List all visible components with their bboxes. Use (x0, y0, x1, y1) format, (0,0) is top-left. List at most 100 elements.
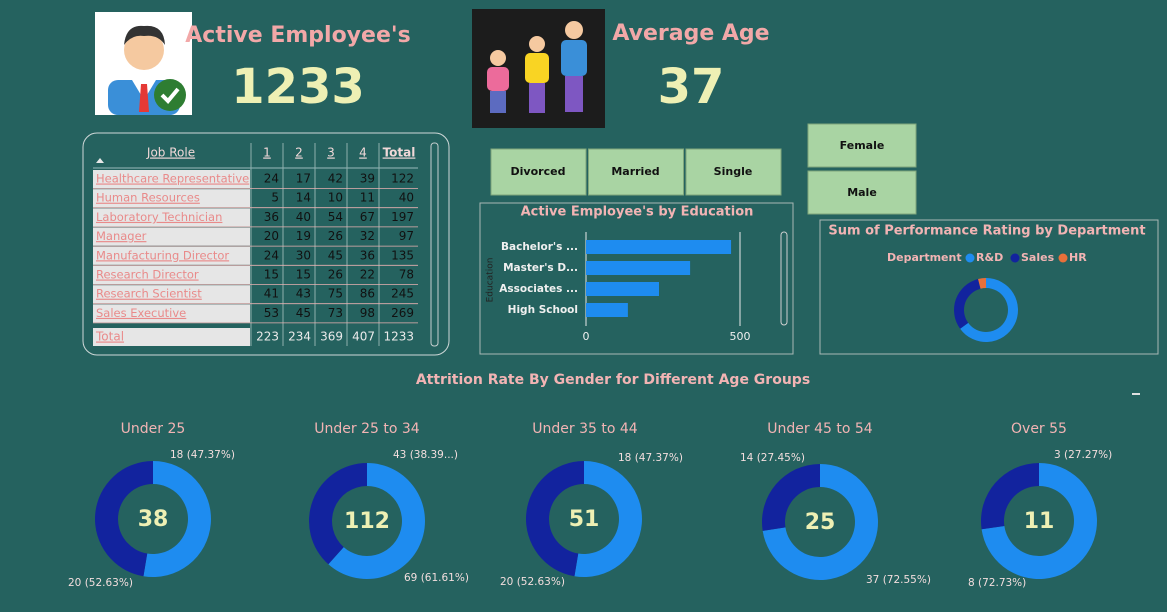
cell: 22 (360, 268, 375, 282)
donut-segment (762, 463, 879, 581)
cell: 19 (296, 229, 311, 243)
cell: 20 (264, 229, 279, 243)
chart-title: Sum of Performance Rating by Department (828, 224, 1145, 239)
chart-panel (479, 202, 794, 355)
donut-segment (978, 278, 986, 289)
donut-segment (574, 461, 642, 577)
total-cell: 1233 (383, 330, 414, 344)
donut-segment (94, 461, 153, 577)
row-header: Human Resources (96, 191, 200, 205)
chart-title: Active Employee's by Education (521, 205, 754, 220)
cell: 15 (296, 268, 311, 282)
slicer-button[interactable] (490, 148, 587, 196)
legend-label: Sales (1021, 251, 1055, 264)
data-label: 20 (52.63%) (68, 577, 133, 589)
donut-total: 25 (805, 510, 836, 535)
bar (586, 282, 659, 296)
slicer-label: Divorced (511, 165, 566, 178)
row-header: Manufacturing Director (96, 248, 229, 262)
donut-segment (762, 464, 820, 531)
cell: 32 (360, 229, 375, 243)
data-label: 43 (38.39...) (393, 449, 458, 461)
slicer-button[interactable] (685, 148, 782, 196)
kpi-value: 37 (658, 59, 725, 115)
row-header-cell (93, 208, 250, 227)
row-header-cell (93, 304, 250, 323)
kpi-label: Active Employee's (185, 23, 410, 48)
donut-total: 51 (569, 507, 600, 532)
column-header: Total (383, 146, 416, 160)
cell: 86 (360, 287, 375, 301)
table-panel (82, 132, 450, 356)
donut-total: 38 (138, 507, 169, 532)
cell: 45 (296, 306, 311, 320)
employee-icon (95, 12, 192, 115)
row-header: Sales Executive (96, 306, 186, 320)
total-cell: 223 (256, 330, 279, 344)
data-label: 14 (27.45%) (740, 452, 805, 464)
total-cell: 407 (352, 330, 375, 344)
row-header-cell (93, 246, 250, 265)
row-header-cell (93, 266, 250, 284)
cell: 36 (360, 248, 375, 262)
data-label: 18 (47.37%) (618, 452, 683, 464)
y-tick-label: High School (508, 304, 578, 316)
legend-title: Department (887, 251, 962, 264)
donut-segment (980, 463, 1039, 530)
cell: 17 (296, 172, 311, 186)
cell: 40 (399, 191, 414, 205)
slicer-button[interactable] (807, 123, 917, 168)
row-header-cell (93, 170, 250, 188)
donut-segment (143, 461, 211, 577)
row-header-cell (93, 328, 250, 346)
column-header: Job Role (146, 146, 195, 160)
donut-segment (308, 463, 367, 565)
cell: 10 (328, 191, 343, 205)
column-header: 1 (263, 146, 271, 160)
cell: 97 (399, 229, 414, 243)
data-label: 69 (61.61%) (404, 572, 469, 584)
data-label: 18 (47.37%) (170, 449, 235, 461)
data-label: 3 (27.27%) (1054, 449, 1112, 461)
data-label: 8 (72.73%) (968, 577, 1026, 589)
donut-segment (525, 461, 584, 577)
row-header: Laboratory Technician (96, 210, 222, 224)
chart-title: Under 45 to 54 (767, 421, 873, 437)
row-header-cell (93, 285, 250, 304)
section-title: Attrition Rate By Gender for Different A… (416, 372, 810, 388)
y-tick-label: Associates ... (499, 283, 578, 295)
kpi-value: 1233 (231, 59, 365, 115)
cell: 54 (328, 210, 343, 224)
legend-swatch (1058, 253, 1068, 263)
cell: 67 (360, 210, 375, 224)
row-header-cell (93, 189, 250, 208)
column-header: 3 (327, 146, 335, 160)
slicer-label: Male (847, 186, 877, 199)
legend-swatch (1010, 253, 1020, 263)
cell: 41 (264, 287, 279, 301)
cell: 40 (296, 210, 311, 224)
x-tick-label: 500 (730, 330, 751, 343)
donut-segment (960, 278, 1018, 342)
cell: 5 (271, 191, 279, 205)
bar (586, 240, 732, 254)
donut-segment (981, 463, 1097, 579)
column-header: 4 (359, 146, 367, 160)
cell: 26 (328, 229, 343, 243)
row-header: Research Scientist (96, 287, 202, 301)
sort-icon (96, 158, 104, 163)
axis-title: Education (486, 258, 496, 303)
cell: 135 (391, 248, 414, 262)
cell: 24 (264, 248, 279, 262)
bar (586, 303, 628, 317)
cell: 42 (328, 172, 343, 186)
chart-title: Over 55 (1011, 421, 1067, 437)
row-header-cell (93, 227, 250, 246)
slicer-button[interactable] (807, 170, 917, 215)
slicer-button[interactable] (588, 148, 684, 196)
cell: 11 (360, 191, 375, 205)
cell: 197 (391, 210, 414, 224)
total-cell: 369 (320, 330, 343, 344)
bar (586, 261, 691, 275)
